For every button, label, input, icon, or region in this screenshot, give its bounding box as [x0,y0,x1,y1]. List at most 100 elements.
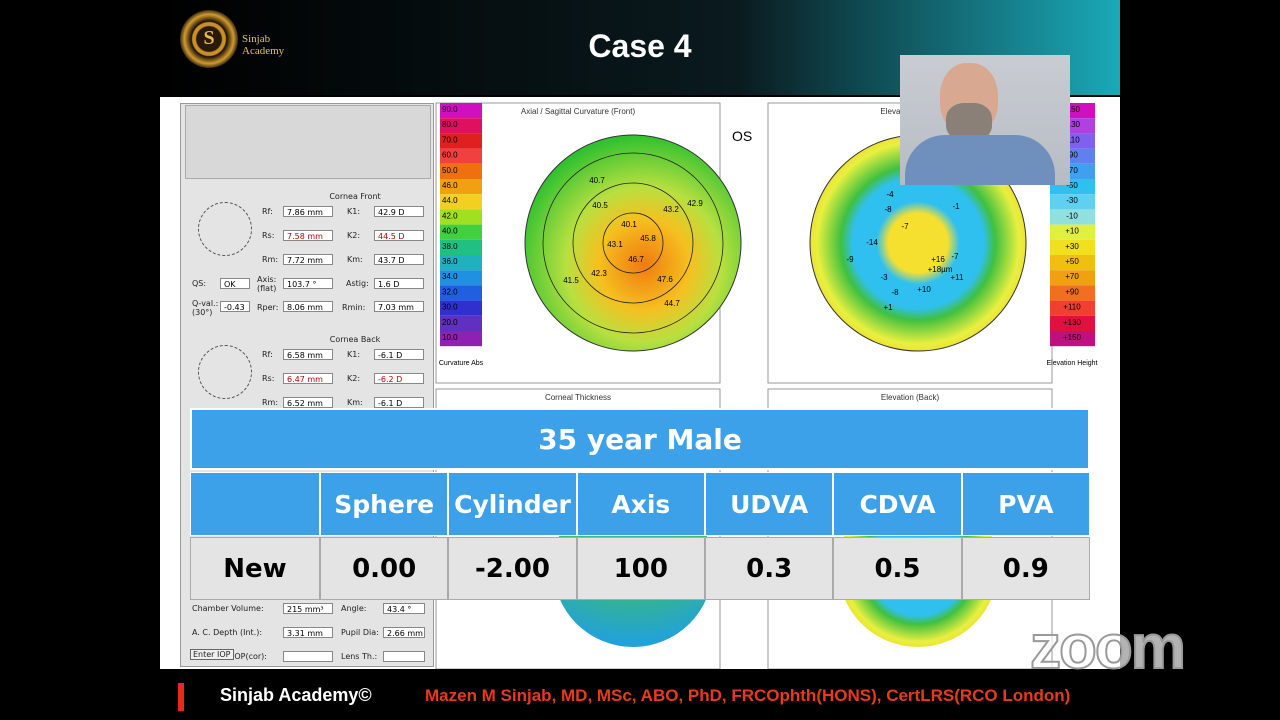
map-value: 40.1 [621,220,637,229]
field-label: Rf: [262,207,273,216]
map-value: -8 [884,205,892,214]
field-label: K1: [347,350,361,359]
scale-label: 20.0 [442,318,458,327]
webcam [900,55,1070,185]
map-value: -7 [901,222,909,231]
scale-label: -90 [1066,151,1078,160]
field-label: Pupil Dia: [341,628,379,637]
table-cell: 100 [576,537,705,600]
map-title: Axial / Sagittal Curvature (Front) [521,107,636,116]
map-value: 40.5 [592,201,608,210]
scale-swatch [440,239,482,255]
scale-swatch [440,209,482,225]
map-value: +18µm [928,265,953,274]
scale-label: -30 [1066,196,1078,205]
scale-label: 32.0 [442,287,458,296]
scale-swatch [440,331,482,347]
field-value: -6.2 D [374,373,424,384]
scale-swatch [440,315,482,331]
person-beard [946,103,992,141]
field-label: K2: [347,231,361,240]
map-value: -3 [880,273,888,282]
footer-brand: Sinjab Academy© [220,685,372,705]
scale-swatch [440,179,482,195]
field-value: 1.6 D [374,278,424,289]
scale-swatch [1050,224,1095,240]
field-value: 2.66 mm [383,627,425,638]
map-value: -7 [951,252,959,261]
field-value: 44.5 D [374,230,424,241]
scale-title: Curvature Abs [439,360,484,367]
field-value: 6.52 mm [283,397,333,408]
map-value: 45.8 [640,234,656,243]
scale-label: -150 [1064,105,1081,114]
column-header: Sphere [320,472,449,536]
table-cell: 0.00 [320,537,449,600]
scale-label: -110 [1064,135,1080,144]
eye-label: OS [732,128,752,144]
table-title: 35 year Male [190,408,1090,470]
gray-box [185,105,431,179]
field-value: OK [220,278,250,289]
field-label: Lens Th.: [341,652,378,661]
scale-swatch [440,118,482,134]
scale-label: 38.0 [442,242,458,251]
ring [572,182,694,304]
footer-credits: Mazen M Sinjab, MD, MSc, ABO, PhD, FRCOp… [425,686,1071,705]
field-label: Km: [347,398,363,407]
table-cell: 0.9 [961,537,1090,600]
field-label: Km: [347,255,363,264]
map-value: +16 [931,255,945,264]
field-label: Rm: [262,255,279,264]
map-value: 40.7 [589,176,605,185]
scale-swatch [440,163,482,179]
map-value: -14 [866,238,878,247]
table-cell: 0.3 [705,537,834,600]
scale-swatch [1050,194,1095,210]
zoom-watermark: zoom [1029,612,1187,683]
field-label: Rmin: [342,303,366,312]
column-header [190,472,320,536]
section-title: Cornea Back [329,335,381,344]
field-label: IOP(cor): [232,652,267,661]
person-body [905,135,1055,185]
scale-label: 80.0 [442,120,458,129]
scale-swatch [440,133,482,149]
scale-swatch [440,148,482,164]
scale-swatch [440,103,482,119]
scale-label: -130 [1064,120,1081,129]
field-value: 8.06 mm [283,301,333,312]
scale-label: -70 [1066,166,1078,175]
field-value: 42.9 D [374,206,424,217]
field-value [283,651,333,662]
field-label: Q-val.: (30°) [192,299,219,317]
logo-letter: S [203,27,215,49]
scale-label: +110 [1063,303,1081,312]
column-header: Cylinder [448,472,577,536]
scale-swatch [1050,300,1095,316]
enter-iop-button[interactable]: Enter IOP [190,649,234,660]
scale-swatch [1050,239,1095,255]
scale-swatch [1050,255,1095,271]
field-value [383,651,425,662]
field-label: Astig: [346,279,369,288]
scale-swatch [1050,331,1095,347]
field-label: A. C. Depth (Int.): [192,628,263,637]
map-value: -8 [891,288,899,297]
field-value: 7.86 mm [283,206,333,217]
slide-title: Case 4 [588,28,692,64]
scale-swatch [440,224,482,240]
scale-swatch [440,285,482,301]
scale-swatch [440,270,482,286]
ring [602,212,664,274]
field-value: 43.4 ° [383,603,425,614]
column-header: CDVA [833,472,962,536]
table-cell: -2.00 [448,537,577,600]
field-value: -0.43 [220,301,250,312]
field-value: 7.72 mm [283,254,333,265]
field-label: K2: [347,374,361,383]
field-label: Chamber Volume: [192,604,264,613]
field-label: K1: [347,207,361,216]
map-value: -4 [886,190,894,199]
